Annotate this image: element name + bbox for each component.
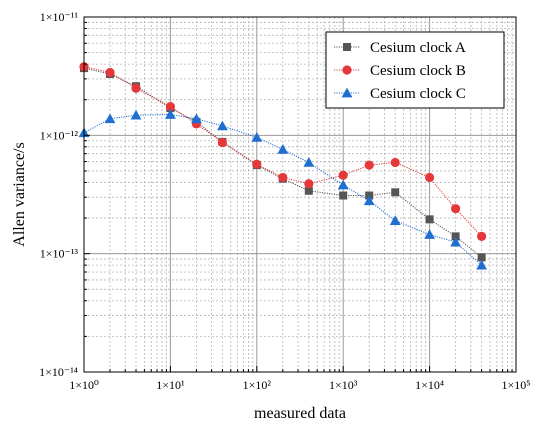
legend-marker	[342, 65, 352, 75]
data-point-cesium-clock-b	[131, 83, 141, 93]
series-cesium-clock-b	[79, 62, 487, 241]
data-point-cesium-clock-b	[278, 172, 288, 183]
legend: Cesium clock A Cesium clock B Cesium clock…	[325, 31, 505, 109]
x-tick-label: 1×10³	[329, 378, 358, 392]
data-point-cesium-clock-b	[364, 160, 374, 170]
series-cesium-clock-c	[78, 109, 488, 270]
data-point-cesium-clock-b	[304, 179, 314, 189]
series-layer	[78, 62, 488, 270]
data-point-cesium-clock-a	[391, 188, 400, 197]
data-point-cesium-clock-c	[217, 120, 228, 131]
data-point-cesium-clock-c	[363, 195, 375, 206]
y-tick-label: 1×10⁻¹²	[40, 128, 79, 142]
data-point-cesium-clock-c	[389, 215, 401, 226]
data-point-cesium-clock-c	[424, 229, 435, 239]
legend-marker	[343, 43, 351, 51]
data-point-cesium-clock-c	[104, 113, 116, 124]
data-point-cesium-clock-c	[476, 259, 488, 270]
data-point-cesium-clock-c	[303, 157, 315, 167]
data-point-cesium-clock-b	[425, 172, 435, 183]
y-axis-label: Allen variance/s	[11, 142, 28, 246]
data-point-cesium-clock-c	[165, 109, 176, 119]
x-axis-label: measured data	[254, 405, 346, 422]
x-tick-label: 1×10⁰	[69, 378, 99, 392]
data-point-cesium-clock-c	[450, 236, 462, 247]
legend-item-cesium-clock-a: Cesium clock A	[334, 40, 466, 56]
y-tick-labels: 1×10⁻¹⁴ 1×10⁻¹³ 1×10⁻¹² 1×10⁻¹¹	[39, 10, 78, 379]
data-point-cesium-clock-a	[425, 215, 434, 224]
x-tick-label: 1×10¹	[156, 378, 185, 392]
y-tick-label: 1×10⁻¹⁴	[39, 365, 78, 379]
data-point-cesium-clock-a	[477, 253, 486, 262]
y-tick-label: 1×10⁻¹¹	[40, 10, 79, 24]
data-point-cesium-clock-b	[165, 101, 175, 112]
legend-label: Cesium clock B	[370, 63, 466, 79]
plot-frame	[83, 16, 517, 373]
x-tick-label: 1×10²	[243, 378, 272, 392]
x-tick-label: 1×10⁵	[502, 378, 531, 392]
legend-marker	[341, 87, 353, 98]
data-point-cesium-clock-b	[477, 231, 487, 241]
data-point-cesium-clock-b	[338, 170, 348, 180]
data-point-cesium-clock-b	[451, 204, 461, 214]
data-point-cesium-clock-a	[451, 232, 460, 241]
legend-label: Cesium clock A	[370, 40, 466, 56]
data-point-cesium-clock-c	[130, 109, 142, 120]
data-point-cesium-clock-c	[337, 179, 349, 190]
data-point-cesium-clock-c	[251, 132, 263, 142]
legend-item-cesium-clock-b: Cesium clock B	[334, 63, 466, 79]
x-tick-labels: 1×10⁰ 1×10¹ 1×10² 1×10³ 1×10⁴ 1×10⁵	[69, 378, 530, 392]
x-tick-label: 1×10⁴	[415, 378, 444, 392]
data-point-cesium-clock-c	[277, 144, 289, 154]
data-point-cesium-clock-a	[304, 186, 313, 195]
series-line-cesium-clock-c	[83, 113, 482, 266]
y-tick-label: 1×10⁻¹³	[40, 247, 79, 261]
tick-marks	[83, 16, 517, 373]
data-point-cesium-clock-b	[105, 67, 115, 78]
legend-label: Cesium clock C	[370, 86, 466, 102]
data-point-cesium-clock-a	[339, 191, 348, 200]
data-point-cesium-clock-b	[252, 159, 262, 169]
data-point-cesium-clock-b	[217, 137, 228, 148]
data-point-cesium-clock-b	[390, 157, 400, 168]
legend-item-cesium-clock-c: Cesium clock C	[334, 86, 466, 102]
data-point-cesium-clock-c	[191, 113, 202, 124]
